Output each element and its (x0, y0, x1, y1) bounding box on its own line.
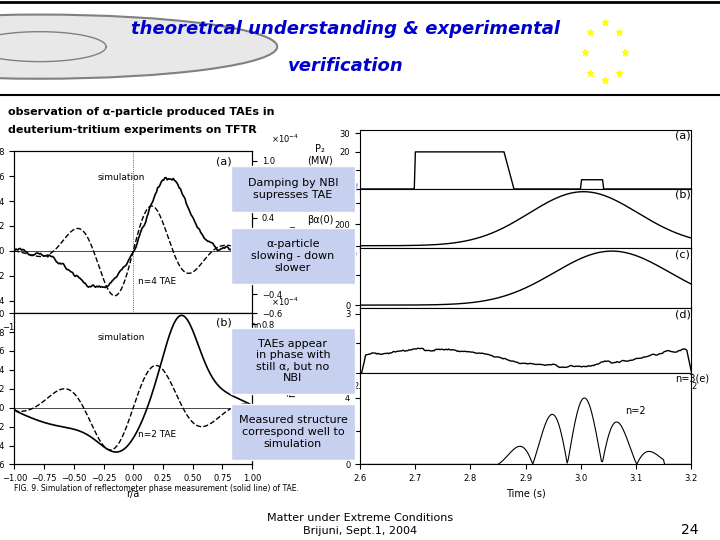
Y-axis label: β(0): β(0) (310, 274, 330, 284)
Text: deuterium-tritium experiments on TFTR: deuterium-tritium experiments on TFTR (8, 125, 256, 134)
Text: ×10$^{-4}$: ×10$^{-4}$ (271, 295, 299, 308)
Text: Measured structure
correspond well to
simulation: Measured structure correspond well to si… (238, 415, 348, 449)
Text: α-particle
slowing - down
slower: α-particle slowing - down slower (251, 239, 335, 273)
Text: FIG. 9. Simulation of reflectometer phase measurement (solid line) of TAE.: FIG. 9. Simulation of reflectometer phas… (14, 484, 300, 494)
X-axis label: r/a: r/a (127, 338, 140, 347)
Y-axis label: n̄/n: n̄/n (287, 381, 297, 397)
Y-axis label: q(0): q(0) (317, 336, 337, 347)
FancyBboxPatch shape (231, 328, 355, 394)
FancyBboxPatch shape (231, 228, 355, 284)
Text: 24: 24 (681, 523, 698, 537)
Text: TAEs appear
in phase with
still α, but no
NBI: TAEs appear in phase with still α, but n… (256, 339, 330, 383)
X-axis label: Time (s): Time (s) (505, 489, 546, 498)
Text: theoretical understanding & experimental: theoretical understanding & experimental (131, 20, 560, 38)
Text: ×10$^{-4}$: ×10$^{-4}$ (314, 360, 342, 373)
Text: (a): (a) (217, 156, 232, 166)
FancyBboxPatch shape (231, 166, 355, 212)
Text: n=3(e): n=3(e) (675, 374, 708, 384)
FancyBboxPatch shape (231, 404, 355, 460)
Text: (b): (b) (675, 190, 690, 200)
Text: Brijuni, Sept.1, 2004: Brijuni, Sept.1, 2004 (303, 525, 417, 536)
Text: ×10$^{-3}$: ×10$^{-3}$ (314, 178, 341, 190)
Text: Damping by NBI
supresses TAE: Damping by NBI supresses TAE (248, 178, 338, 200)
Text: n=2: n=2 (625, 406, 646, 416)
Text: ×10$^{-2}$: ×10$^{-2}$ (314, 237, 341, 249)
Y-axis label: n̄/n: n̄/n (287, 224, 297, 240)
Y-axis label: βα(0): βα(0) (307, 214, 333, 225)
Text: simulation: simulation (98, 333, 145, 342)
X-axis label: r/a: r/a (127, 489, 140, 498)
Text: observation of α-particle produced TAEs in: observation of α-particle produced TAEs … (8, 107, 274, 117)
Text: n=4 TAE: n=4 TAE (138, 277, 176, 286)
Y-axis label: Bθ
(mG): Bθ (mG) (308, 406, 333, 428)
X-axis label: Time (s): Time (s) (505, 397, 546, 407)
Text: (a): (a) (675, 131, 690, 140)
Text: (c): (c) (675, 249, 690, 259)
Text: Matter under Extreme Conditions: Matter under Extreme Conditions (267, 513, 453, 523)
Text: verification: verification (288, 57, 403, 75)
Circle shape (0, 15, 277, 79)
Text: (d): (d) (675, 309, 690, 320)
Text: ×10$^{-4}$: ×10$^{-4}$ (271, 133, 299, 145)
Y-axis label: P₂
(MW): P₂ (MW) (307, 144, 333, 165)
Text: simulation: simulation (98, 173, 145, 183)
Text: n=2 TAE: n=2 TAE (138, 430, 176, 439)
Text: IPP: IPP (649, 38, 690, 59)
Text: (b): (b) (217, 318, 232, 327)
